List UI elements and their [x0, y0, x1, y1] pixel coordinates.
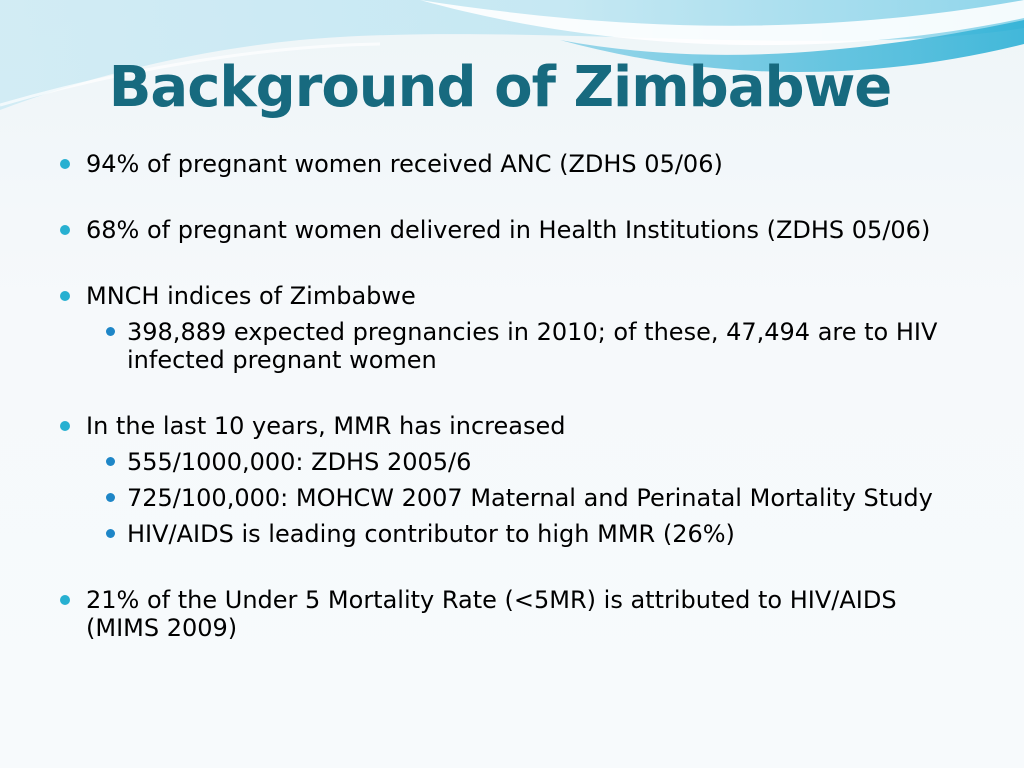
sub-bullet-dot-icon — [106, 493, 115, 502]
sub-list-item: 398,889 expected pregnancies in 2010; of… — [60, 318, 960, 374]
sub-list-item: 555/1000,000: ZDHS 2005/6 — [60, 448, 960, 476]
sub-list-item: 725/100,000: MOHCW 2007 Maternal and Per… — [60, 484, 960, 512]
list-item: 21% of the Under 5 Mortality Rate (<5MR)… — [60, 586, 960, 642]
list-item: In the last 10 years, MMR has increased — [60, 412, 960, 440]
list-item: MNCH indices of Zimbabwe — [60, 282, 960, 310]
header-swoosh — [0, 0, 1024, 110]
sub-bullet-text: 725/100,000: MOHCW 2007 Maternal and Per… — [127, 484, 933, 512]
slide-title: Background of Zimbabwe — [108, 55, 893, 120]
bullet-dot-icon — [60, 225, 70, 235]
sub-bullet-dot-icon — [106, 327, 115, 336]
bullet-dot-icon — [60, 159, 70, 169]
sub-bullet-dot-icon — [106, 529, 115, 538]
sub-list-item: HIV/AIDS is leading contributor to high … — [60, 520, 960, 548]
sub-bullet-text: 398,889 expected pregnancies in 2010; of… — [127, 318, 938, 374]
list-item: 94% of pregnant women received ANC (ZDHS… — [60, 150, 960, 178]
bullet-text: MNCH indices of Zimbabwe — [86, 282, 416, 310]
bullet-list: 94% of pregnant women received ANC (ZDHS… — [60, 150, 960, 642]
bullet-text: In the last 10 years, MMR has increased — [86, 412, 566, 440]
bullet-dot-icon — [60, 291, 70, 301]
bullet-dot-icon — [60, 595, 70, 605]
bullet-text: 21% of the Under 5 Mortality Rate (<5MR)… — [86, 586, 897, 642]
bullet-text: 68% of pregnant women delivered in Healt… — [86, 216, 931, 244]
sub-bullet-dot-icon — [106, 457, 115, 466]
bullet-dot-icon — [60, 421, 70, 431]
sub-bullet-text: 555/1000,000: ZDHS 2005/6 — [127, 448, 472, 476]
list-item: 68% of pregnant women delivered in Healt… — [60, 216, 960, 244]
sub-bullet-text: HIV/AIDS is leading contributor to high … — [127, 520, 735, 548]
bullet-text: 94% of pregnant women received ANC (ZDHS… — [86, 150, 723, 178]
